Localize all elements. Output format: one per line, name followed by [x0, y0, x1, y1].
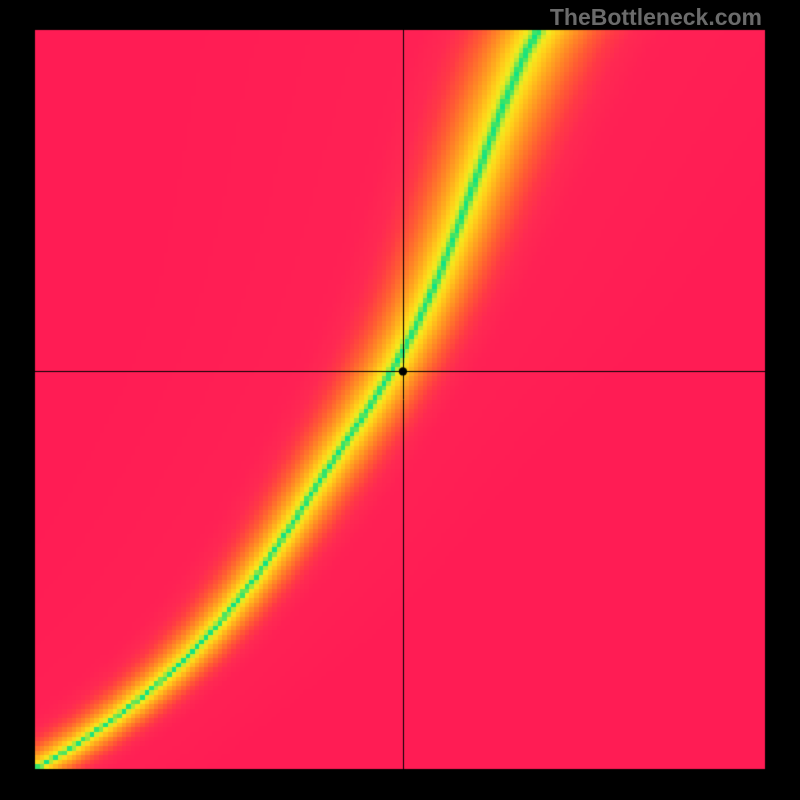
watermark: TheBottleneck.com — [550, 4, 762, 31]
chart-container: TheBottleneck.com — [0, 0, 800, 800]
heatmap-canvas — [0, 0, 800, 800]
